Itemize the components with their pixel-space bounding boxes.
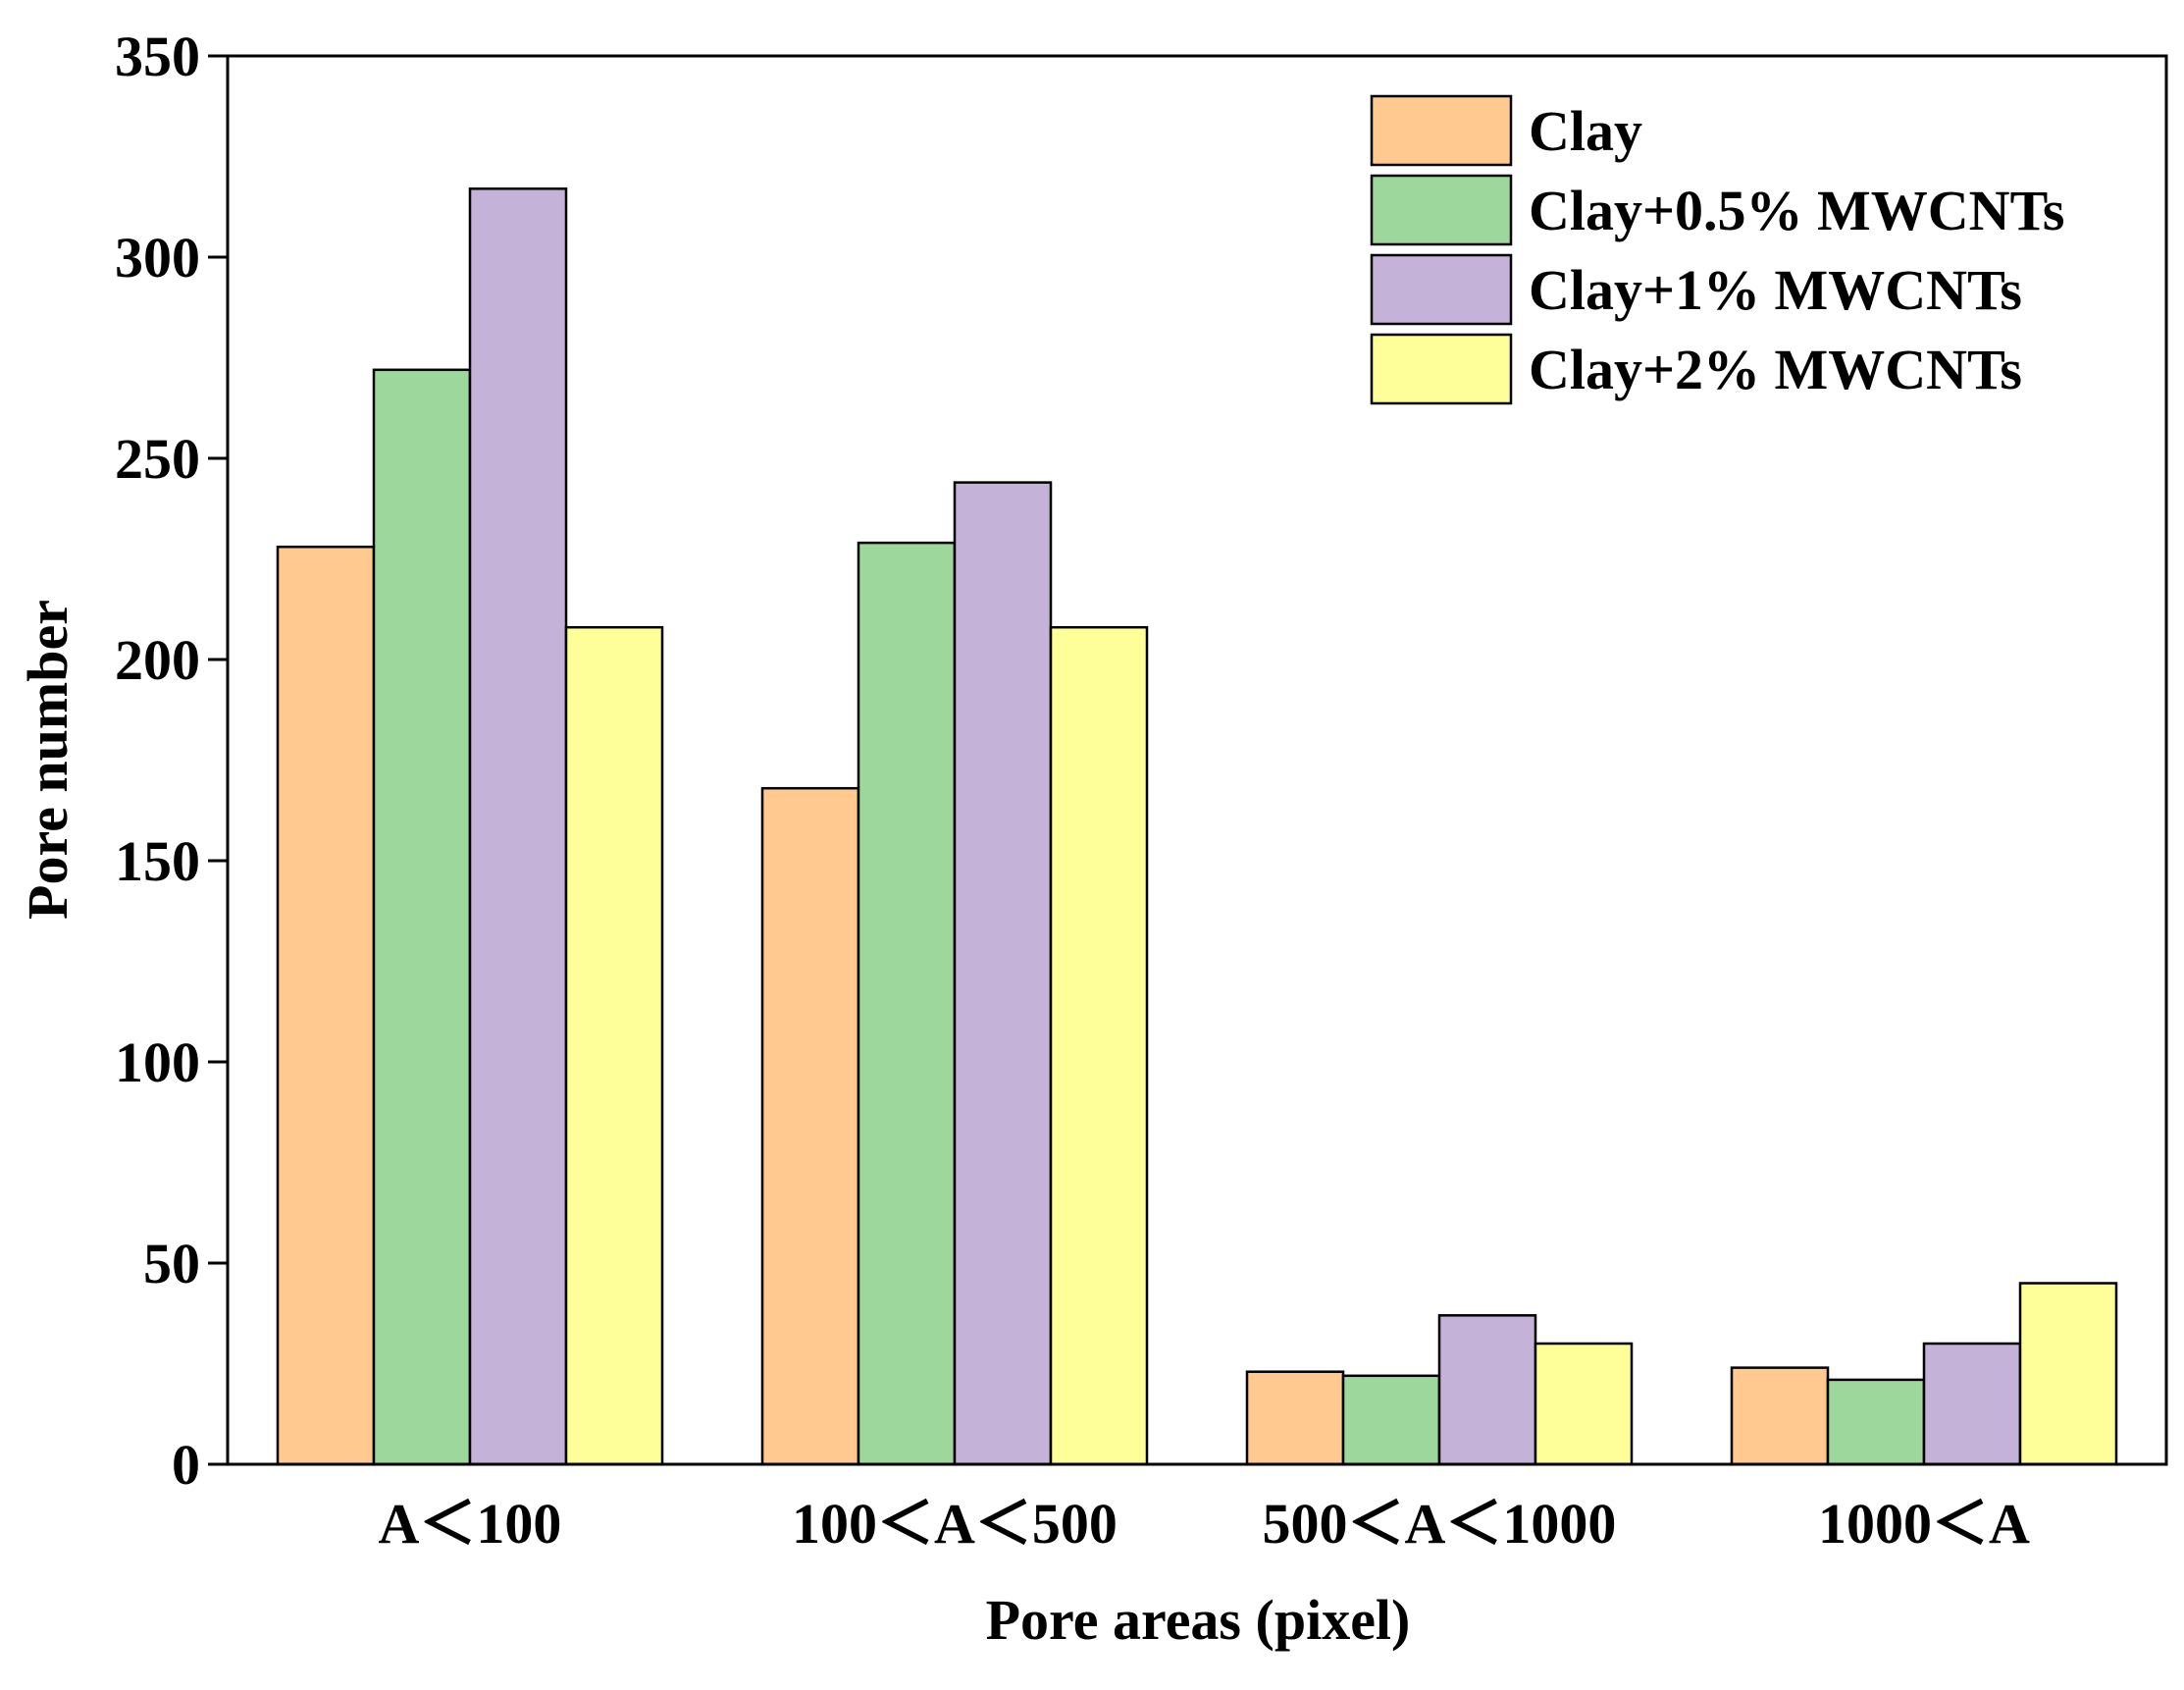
x-tick-label: 1000＜A: [1818, 1492, 2030, 1556]
y-tick-label: 300: [115, 226, 200, 290]
bar: [1341, 1374, 1441, 1466]
bar: [276, 545, 376, 1466]
y-tick-label: 350: [115, 25, 200, 88]
bar: [1534, 1342, 1634, 1466]
legend-label: Clay: [1529, 99, 1642, 163]
y-tick-label: 50: [143, 1232, 200, 1295]
y-axis-label: Pore number: [16, 600, 79, 920]
x-tick-label: A＜100: [379, 1492, 562, 1556]
legend-label: Clay+1% MWCNTs: [1529, 258, 2022, 322]
legend-label: Clay+2% MWCNTs: [1529, 338, 2022, 401]
legend-swatch: [1370, 333, 1513, 405]
y-tick-label: 200: [115, 628, 200, 692]
legend-swatch: [1370, 174, 1513, 246]
bar: [760, 786, 860, 1466]
y-tick-label: 250: [115, 427, 200, 491]
bar: [1730, 1366, 1830, 1466]
y-tick-label: 0: [172, 1433, 200, 1497]
x-axis-label: Pore areas (pixel): [986, 1588, 1411, 1652]
bar: [468, 187, 568, 1466]
bar: [953, 481, 1053, 1466]
bar: [1245, 1370, 1345, 1466]
x-tick-label: 100＜A＜500: [792, 1492, 1118, 1556]
bar: [1049, 625, 1149, 1466]
bar: [1437, 1314, 1537, 1466]
x-tick-label: 500＜A＜1000: [1263, 1492, 1617, 1556]
plot-frame: [226, 54, 2168, 1466]
legend: Clay Clay+0.5% MWCNTs Clay+1% MWCNTs Clay+2…: [1370, 94, 2065, 405]
y-tick-label: 100: [115, 1030, 200, 1094]
bars-layer: [276, 187, 2118, 1466]
legend-swatch: [1370, 253, 1513, 326]
bar: [372, 368, 472, 1466]
bar: [1922, 1342, 2022, 1466]
bar: [564, 625, 664, 1466]
bar: [857, 541, 957, 1466]
x-axis: A＜100 100＜A＜500 500＜A＜1000 1000＜A: [379, 1492, 2031, 1556]
y-axis: 0 50 100 150 200 250 300 350: [115, 25, 228, 1497]
bar: [1826, 1378, 1926, 1466]
y-tick-label: 150: [115, 829, 200, 893]
legend-swatch: [1370, 94, 1513, 167]
bar: [2018, 1282, 2118, 1466]
legend-label: Clay+0.5% MWCNTs: [1529, 179, 2065, 242]
